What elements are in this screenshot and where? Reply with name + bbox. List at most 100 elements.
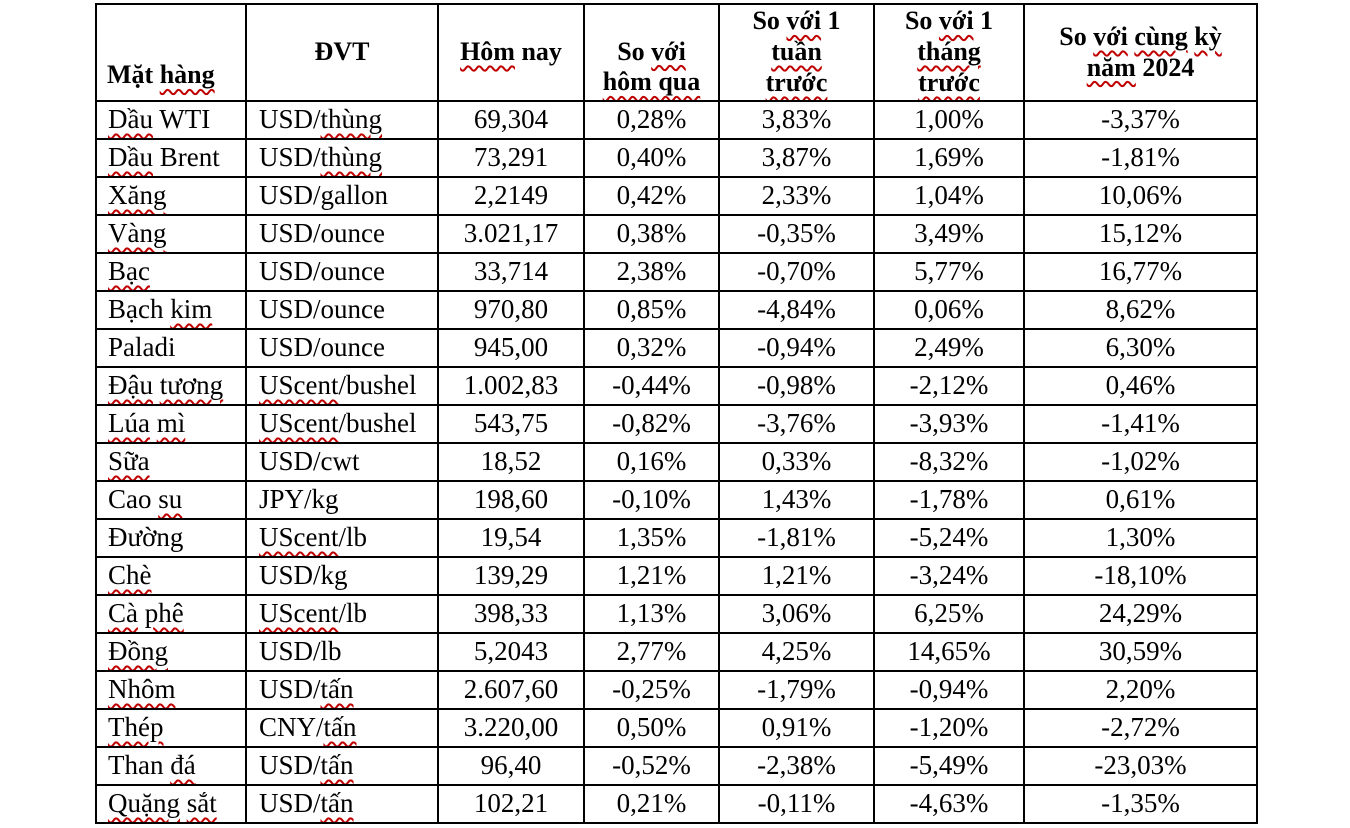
- column-header-name: Mặt hàng: [95, 3, 247, 102]
- table-row: Cao su JPY/kg 198,60 -0,10% 1,43% -1,78% 0,61%: [95, 480, 1258, 520]
- cell-vs_year: 0,61%: [1023, 480, 1258, 520]
- spellcheck-squiggle: phê: [144, 598, 184, 629]
- cell-name: Chè: [95, 556, 247, 596]
- table-row: Chè USD/kg 139,29 1,21% 1,21% -3,24% -18,10%: [95, 556, 1258, 596]
- column-header-today: Hôm nay: [437, 3, 585, 102]
- cell-unit: USD/ounce: [245, 252, 439, 292]
- cell-name: Quặng sắt: [95, 784, 247, 824]
- spellcheck-squiggle: Bạc: [108, 256, 150, 287]
- cell-vs_yesterday: 2,38%: [583, 252, 720, 292]
- spellcheck-squiggle: tháng: [917, 37, 981, 67]
- table-body: Dầu WTI USD/thùng 69,304 0,28% 3,83% 1,00% -3,…: [95, 100, 1258, 824]
- cell-unit: UScent/bushel: [245, 366, 439, 406]
- cell-vs_week: 3,87%: [718, 138, 875, 178]
- cell-vs_yesterday: 2,77%: [583, 632, 720, 672]
- cell-today: 1.002,83: [437, 366, 585, 406]
- cell-unit: USD/tấn: [245, 670, 439, 710]
- spellcheck-squiggle: với: [1093, 21, 1128, 51]
- spellcheck-squiggle: trước: [765, 67, 828, 97]
- cell-vs_yesterday: 0,38%: [583, 214, 720, 254]
- cell-vs_year: -1,41%: [1023, 404, 1258, 444]
- cell-vs_yesterday: 1,35%: [583, 518, 720, 558]
- cell-vs_year: -2,72%: [1023, 708, 1258, 748]
- table-row: Vàng USD/ounce 3.021,17 0,38% -0,35% 3,49% 15,…: [95, 214, 1258, 254]
- cell-unit: USD/gallon: [245, 176, 439, 216]
- cell-name: Paladi: [95, 328, 247, 368]
- document-page: Mặt hàng ĐVT Hôm nay So với hôm qua So với 1…: [95, 3, 1258, 824]
- cell-unit: UScent/bushel: [245, 404, 439, 444]
- cell-name: Dầu Brent: [95, 138, 247, 178]
- cell-vs_yesterday: -0,25%: [583, 670, 720, 710]
- table-row: Bạch kim USD/ounce 970,80 0,85% -4,84% 0,06% 8…: [95, 290, 1258, 330]
- table-row: Dầu Brent USD/thùng 73,291 0,40% 3,87% 1,69% -…: [95, 138, 1258, 178]
- cell-vs_month: 1,69%: [873, 138, 1025, 178]
- table-row: Than đá USD/tấn 96,40 -0,52% -2,38% -5,49% -23…: [95, 746, 1258, 786]
- spellcheck-squiggle: sắt: [186, 788, 217, 819]
- spellcheck-squiggle: kỳ: [1194, 21, 1222, 51]
- cell-today: 19,54: [437, 518, 585, 558]
- spellcheck-squiggle: UScent: [259, 522, 339, 553]
- table-row: Quặng sắt USD/tấn 102,21 0,21% -0,11% -4,63% -…: [95, 784, 1258, 824]
- cell-today: 18,52: [437, 442, 585, 482]
- table-row: Thép CNY/tấn 3.220,00 0,50% 0,91% -1,20% -2,72…: [95, 708, 1258, 748]
- table-row: Bạc USD/ounce 33,714 2,38% -0,70% 5,77% 16,77%: [95, 252, 1258, 292]
- spellcheck-squiggle: Cà: [108, 598, 138, 629]
- cell-vs_week: 1,43%: [718, 480, 875, 520]
- table-row: Sữa USD/cwt 18,52 0,16% 0,33% -8,32% -1,02%: [95, 442, 1258, 482]
- cell-vs_month: -8,32%: [873, 442, 1025, 482]
- table-row: Nhôm USD/tấn 2.607,60 -0,25% -1,79% -0,94% 2,2…: [95, 670, 1258, 710]
- cell-vs_year: 24,29%: [1023, 594, 1258, 634]
- cell-unit: UScent/lb: [245, 518, 439, 558]
- header-row: Mặt hàng ĐVT Hôm nay So với hôm qua So với 1…: [95, 3, 1258, 102]
- spellcheck-squiggle: Dầu: [108, 142, 153, 173]
- cell-vs_year: 1,30%: [1023, 518, 1258, 558]
- cell-vs_week: 2,33%: [718, 176, 875, 216]
- cell-vs_month: 0,06%: [873, 290, 1025, 330]
- cell-vs_week: 1,21%: [718, 556, 875, 596]
- cell-unit: USD/thùng: [245, 100, 439, 140]
- spellcheck-squiggle: trước: [918, 67, 980, 97]
- spellcheck-squiggle: thùng: [320, 104, 383, 135]
- cell-vs_week: 3,83%: [718, 100, 875, 140]
- table-row: Paladi USD/ounce 945,00 0,32% -0,94% 2,49% 6,3…: [95, 328, 1258, 368]
- spellcheck-squiggle: mì: [156, 408, 186, 439]
- spellcheck-squiggle: Xăng: [108, 180, 167, 211]
- table-row: Dầu WTI USD/thùng 69,304 0,28% 3,83% 1,00% -3,…: [95, 100, 1258, 140]
- spellcheck-squiggle: UScent: [259, 598, 339, 629]
- cell-name: Bạc: [95, 252, 247, 292]
- spellcheck-squiggle: tuần: [771, 37, 822, 67]
- cell-vs_month: 1,04%: [873, 176, 1025, 216]
- cell-today: 2,2149: [437, 176, 585, 216]
- cell-unit: CNY/tấn: [245, 708, 439, 748]
- spellcheck-squiggle: UScent: [259, 370, 339, 401]
- cell-today: 970,80: [437, 290, 585, 330]
- cell-vs_yesterday: 0,16%: [583, 442, 720, 482]
- cell-name: Thép: [95, 708, 247, 748]
- cell-vs_month: 2,49%: [873, 328, 1025, 368]
- cell-name: Dầu WTI: [95, 100, 247, 140]
- cell-vs_year: 8,62%: [1023, 290, 1258, 330]
- cell-unit: UScent/lb: [245, 594, 439, 634]
- spellcheck-squiggle: cùng: [1134, 21, 1188, 51]
- spellcheck-squiggle: Hôm: [460, 37, 515, 67]
- cell-vs_week: -0,98%: [718, 366, 875, 406]
- cell-vs_month: -3,24%: [873, 556, 1025, 596]
- cell-vs_year: -1,81%: [1023, 138, 1258, 178]
- cell-vs_month: 14,65%: [873, 632, 1025, 672]
- cell-today: 5,2043: [437, 632, 585, 672]
- cell-vs_year: 0,46%: [1023, 366, 1258, 406]
- spellcheck-squiggle: tấn: [320, 750, 354, 781]
- spellcheck-squiggle: Đậu: [108, 370, 153, 401]
- cell-today: 198,60: [437, 480, 585, 520]
- spellcheck-squiggle: năm: [1086, 52, 1136, 82]
- cell-vs_yesterday: 1,13%: [583, 594, 720, 634]
- spellcheck-squiggle: Sữa: [108, 446, 150, 477]
- cell-vs_yesterday: 0,40%: [583, 138, 720, 178]
- cell-vs_month: 3,49%: [873, 214, 1025, 254]
- column-header-vs_week: So với 1 tuần trước: [718, 3, 875, 102]
- cell-vs_week: -2,38%: [718, 746, 875, 786]
- cell-today: 33,714: [437, 252, 585, 292]
- column-header-unit: ĐVT: [245, 3, 439, 102]
- cell-name: Sữa: [95, 442, 247, 482]
- cell-vs_yesterday: 0,85%: [583, 290, 720, 330]
